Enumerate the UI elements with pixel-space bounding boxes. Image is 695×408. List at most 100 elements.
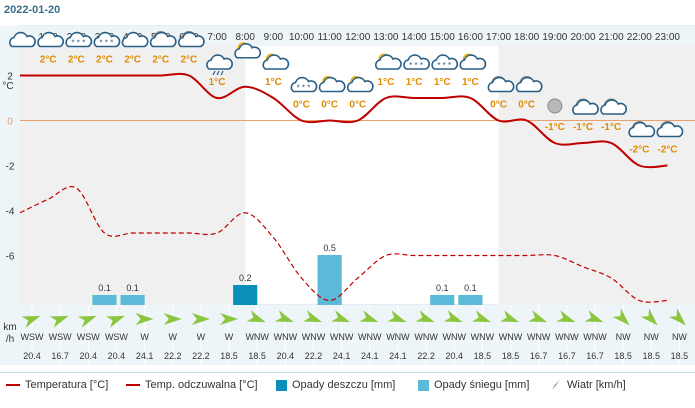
precip-bar [430,295,455,305]
hour-label: 10:00 [289,32,314,43]
sun-cloud-icon [318,76,346,93]
wind-direction: WSW [49,332,72,342]
wind-direction: WNW [414,332,438,342]
temp-label: -2°C [629,145,649,156]
cloud-snow-icon: * * * [93,31,121,48]
wind-arrow-icon [471,310,491,323]
wind-arrow-icon [135,313,154,325]
wind-direction: WNW [471,332,495,342]
wind-arrow-shape [443,310,463,323]
wind-arrow-icon [556,310,576,323]
wind-arrow-shape [415,310,435,323]
hour-label: 17:00 [486,32,511,43]
hour-label: 13:00 [373,32,398,43]
wind-speed: 24.1 [361,351,379,361]
y-tick-label: 2 [7,72,13,83]
wind-speed: 22.2 [417,351,435,361]
wind-speed: 18.5 [502,351,520,361]
y-tick-label: -2 [6,162,15,173]
hour-label: 15:00 [430,32,455,43]
wind-speed: 18.5 [643,351,661,361]
temp-label: 1°C [462,77,479,88]
legend: Temperatura [°C] Temp. odczuwalna [°C] O… [0,372,695,397]
wind-speed: 24.1 [333,351,351,361]
wind-direction: WNW [274,332,298,342]
wind-arrow-icon [415,310,435,323]
cloud-snow-icon: * * * [65,31,93,48]
hour-label: 16:00 [458,32,483,43]
temp-label: 0°C [349,100,366,111]
temp-label: 1°C [209,77,226,88]
y-axis-band [0,26,20,305]
legend-wind-label: Wiatr [km/h] [567,379,626,391]
wind-arrow-icon [528,310,548,323]
moon-icon [547,98,563,114]
wind-arrow-shape [49,315,69,328]
wind-arrow-shape [668,308,686,326]
cloud-snow-icon: * * * [290,76,318,93]
snow-flakes: * * * [409,61,423,70]
precip-label: 0.1 [126,283,139,293]
wind-arrow-shape [135,313,154,325]
wind-arrow-shape [331,310,351,323]
moon-cloud-icon [656,121,684,138]
precip-label: 0.1 [464,283,477,293]
legend-temp-swatch [6,384,20,387]
wind-arrow-shape [640,308,658,326]
moon-cloud-icon [487,76,515,93]
temp-label: -1°C [601,122,621,133]
wind-arrow-icon [443,310,463,323]
y-unit-label: °C [2,81,13,92]
cloud-shape [375,54,402,70]
cloud-shape [93,31,121,48]
temp-label: 2°C [124,55,141,66]
wind-direction: NW [616,332,631,342]
temp-label: 0°C [293,100,310,111]
wind-direction: WNW [245,332,269,342]
cloud-shape [600,99,628,115]
temperature-line [20,72,668,169]
wind-direction: WNW [358,332,382,342]
cloud-icon [121,31,149,48]
temp-label: 2°C [68,55,85,66]
cloud-shape [9,31,36,48]
legend-rain-label: Opady deszczu [mm] [292,379,396,391]
feels-like-line [19,186,668,303]
wind-arrow-icon [246,310,266,323]
hour-label: 8:00 [235,32,255,43]
wind-arrow-shape [302,310,322,323]
wind-arrow-shape [21,315,41,328]
temp-label: 2°C [152,55,169,66]
precip-label: 0.2 [239,273,252,283]
legend-wind: Wiatr [km/h] [550,379,626,391]
hour-label: 20:00 [570,32,595,43]
cloud-shape [459,54,487,70]
wind-speed: 18.5 [248,351,266,361]
wind-speed: 22.2 [192,351,210,361]
legend-feels: Temp. odczuwalna [°C] [126,379,258,391]
wind-speed: 22.2 [305,351,323,361]
wind-direction: WNW [386,332,410,342]
chart-svg: 1:002:003:004:005:006:007:008:009:0010:0… [0,25,695,365]
wind-arrow-shape [359,310,379,323]
temp-label: 2°C [40,55,57,66]
wind-arrow-icon [500,310,520,323]
wind-arrow-icon [612,308,630,326]
wind-arrow-shape [274,310,294,323]
precip-label: 0.1 [98,283,111,293]
moon-cloud-icon [178,31,205,48]
snow-flakes: * * * [297,84,311,93]
legend-snow-label: Opady śniegu [mm] [434,379,530,391]
wind-direction: WNW [583,332,607,342]
wind-direction: WSW [105,332,128,342]
precip-bar [233,285,258,305]
cloud-shape [628,121,656,138]
y-tick-label: -4 [6,207,15,218]
cloud-shape [431,54,459,70]
wind-arrow-shape [584,310,604,323]
hour-label: 19:00 [542,32,567,43]
precip-bar [458,295,483,305]
cloud-icon [37,31,65,48]
wind-speed: 20.4 [445,351,463,361]
